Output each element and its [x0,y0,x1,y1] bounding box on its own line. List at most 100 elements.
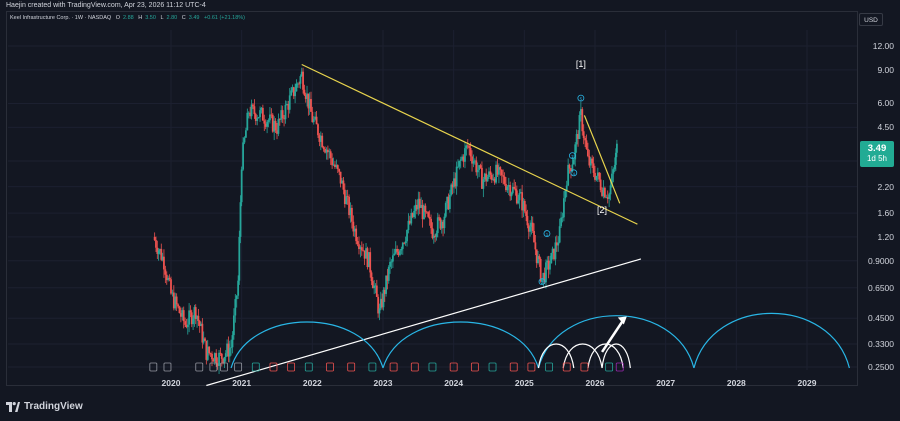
candle-body [471,156,473,164]
candle-body [448,194,451,210]
candle-body [245,130,247,138]
candle-body [497,167,500,175]
candle-body [495,164,497,183]
sub-wave-marker [543,230,551,237]
event-marker-icon [580,362,589,372]
candle-body [444,203,447,217]
x-tick-label: 2025 [514,378,534,388]
candle-body [555,242,558,246]
candle-body [296,83,299,85]
sub-wave-label: 5 [580,97,583,102]
candle-body [256,118,259,121]
candle-body [410,212,413,224]
price-axis[interactable]: 12.009.006.004.503.002.201.601.200.90000… [858,11,900,386]
candle-body [533,231,535,243]
candle-body [598,172,601,180]
candle-body [382,289,385,308]
candle-body [181,310,184,317]
candle-body [509,185,512,197]
candle-body [307,93,310,109]
candle-body [547,260,550,270]
candle-body [352,221,355,232]
wave-trendline [583,115,621,204]
candle-body [443,216,446,229]
candle-body [227,343,230,357]
candle-body [167,277,170,281]
candle-body [276,130,278,134]
event-marker-icon [368,362,377,372]
candle-body [334,164,336,168]
x-tick-label: 2028 [726,378,746,388]
event-marker-icon [234,362,243,372]
candle-body [450,184,453,195]
candle-body [196,315,198,320]
candle-body [427,212,430,217]
candle-body [440,221,443,229]
tradingview-logo-icon [6,401,20,412]
candle-body [237,280,240,296]
candle-body [490,174,493,180]
candle-body [479,165,482,168]
candle-body [560,217,562,227]
candle-body [310,99,312,112]
candle-body [436,217,439,234]
candle-body [160,249,163,260]
candle-body [240,169,243,203]
candle-body [523,200,526,212]
x-tick-label: 2027 [656,378,676,388]
candle-body [432,235,435,239]
chart-pane[interactable] [6,11,858,386]
open-label: O [115,15,120,21]
candle-body [511,186,514,193]
projection-arc [562,343,603,369]
event-marker-icon [347,362,356,372]
candle-body [220,353,223,359]
candle-body [381,298,384,308]
candle-body [271,114,274,132]
sub-wave-label: 2 [541,280,544,285]
candle-body [446,196,449,204]
candle-body [261,107,264,121]
candle-body [424,205,427,212]
candle-body [482,179,485,189]
y-tick-label: 9.00 [877,64,894,75]
sub-wave-label: 4 [573,171,576,176]
candle-body [554,242,557,260]
candle-body [551,248,554,254]
candle-body [513,186,516,189]
candle-body [594,172,596,180]
candle-body [358,244,360,250]
candle-body [379,298,382,309]
candle-body [222,358,225,363]
currency-button[interactable]: USD [859,13,883,26]
candle-body [455,166,458,187]
cycle-arc [382,321,540,369]
candle-body [299,76,302,84]
candle-body [423,205,425,220]
candle-body [156,247,159,254]
candle-body [390,261,393,263]
last-price-tag: 3.49 1d 5h [860,141,894,167]
candle-body [531,222,534,232]
candle-body [386,275,389,281]
high-label: H [138,15,143,21]
candle-body [595,175,598,180]
candle-body [182,310,185,322]
candle-body [205,340,208,360]
event-marker-icon [449,362,458,372]
candle-body [522,200,525,211]
candle-body [589,158,592,166]
candle-body [541,279,543,282]
candle-body [164,269,167,275]
event-marker-icon [149,362,158,372]
candle-body [466,145,469,147]
candle-body [582,131,585,139]
candle-body [430,218,432,229]
candle-body [574,144,577,160]
candle-body [239,202,242,237]
close-label: C [181,15,186,21]
candle-body [575,134,578,145]
candle-body [290,90,293,96]
candle-body [343,189,346,205]
